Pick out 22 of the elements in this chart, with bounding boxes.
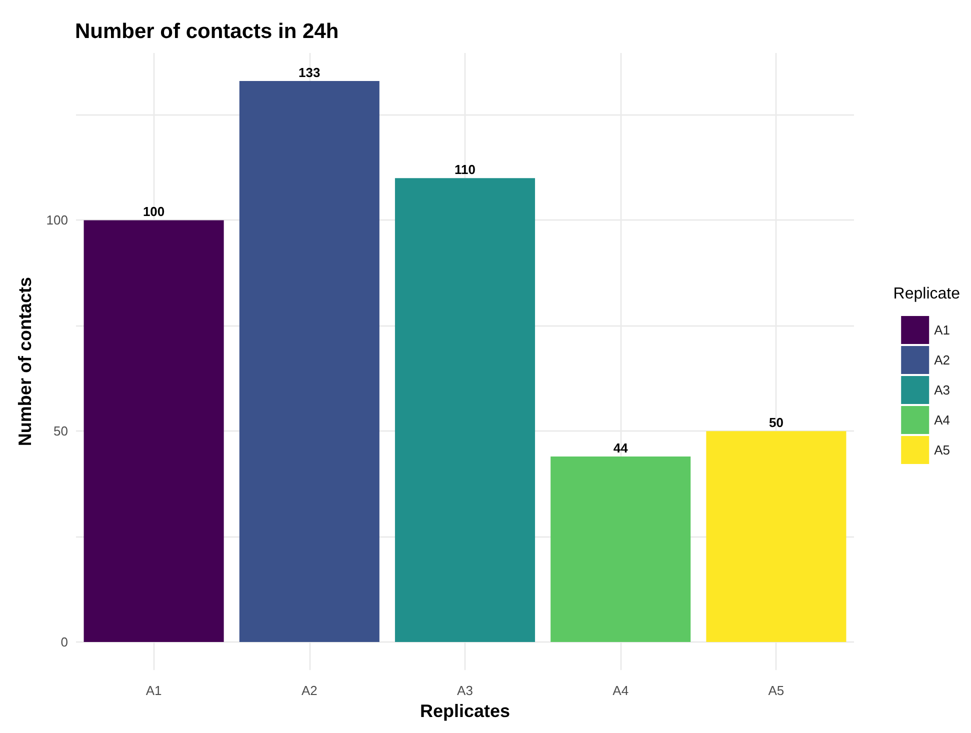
legend-label: A2 xyxy=(934,352,950,368)
x-axis-title: Replicates xyxy=(420,701,510,721)
x-tick-label: A4 xyxy=(612,683,629,698)
x-tick-label: A1 xyxy=(146,683,162,698)
y-tick-label: 0 xyxy=(60,634,68,650)
legend-label: A3 xyxy=(934,382,950,398)
y-axis-title: Number of contacts xyxy=(15,277,35,446)
data-label: 50 xyxy=(768,415,784,430)
data-label: 133 xyxy=(298,65,320,80)
y-tick-label: 100 xyxy=(46,212,68,228)
data-label: 100 xyxy=(142,204,165,220)
legend-label: A1 xyxy=(934,322,950,338)
x-tick-label: A3 xyxy=(457,683,473,698)
data-label: 110 xyxy=(454,162,476,178)
legend-label: A4 xyxy=(934,412,950,428)
chart-title: Number of contacts in 24h xyxy=(75,20,339,43)
legend-label: A5 xyxy=(934,442,950,458)
x-tick-label: A2 xyxy=(301,683,318,698)
data-label: 44 xyxy=(613,440,629,456)
legend-title: Replicate xyxy=(893,286,960,302)
x-tick-label: A5 xyxy=(768,683,784,698)
y-tick-label: 50 xyxy=(54,424,68,439)
